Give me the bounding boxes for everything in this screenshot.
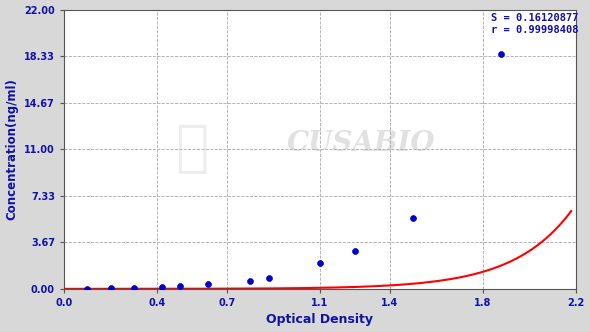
Text: 𝓦: 𝓦 (175, 122, 209, 176)
Text: S = 0.16120877
r = 0.99998408: S = 0.16120877 r = 0.99998408 (491, 13, 578, 35)
Point (350, 248, 359, 253)
Point (204, 281, 213, 287)
Point (315, 261, 324, 266)
Point (83, 286, 92, 291)
Point (129, 285, 139, 290)
Text: CUSABIO: CUSABIO (287, 130, 435, 157)
Point (106, 286, 115, 291)
Point (408, 215, 418, 220)
X-axis label: Optical Density: Optical Density (267, 313, 373, 326)
Point (264, 276, 273, 281)
Point (497, 51, 506, 57)
Point (245, 278, 255, 283)
Point (157, 284, 166, 289)
Point (176, 283, 185, 289)
Y-axis label: Concentration(ng/ml): Concentration(ng/ml) (5, 78, 18, 220)
